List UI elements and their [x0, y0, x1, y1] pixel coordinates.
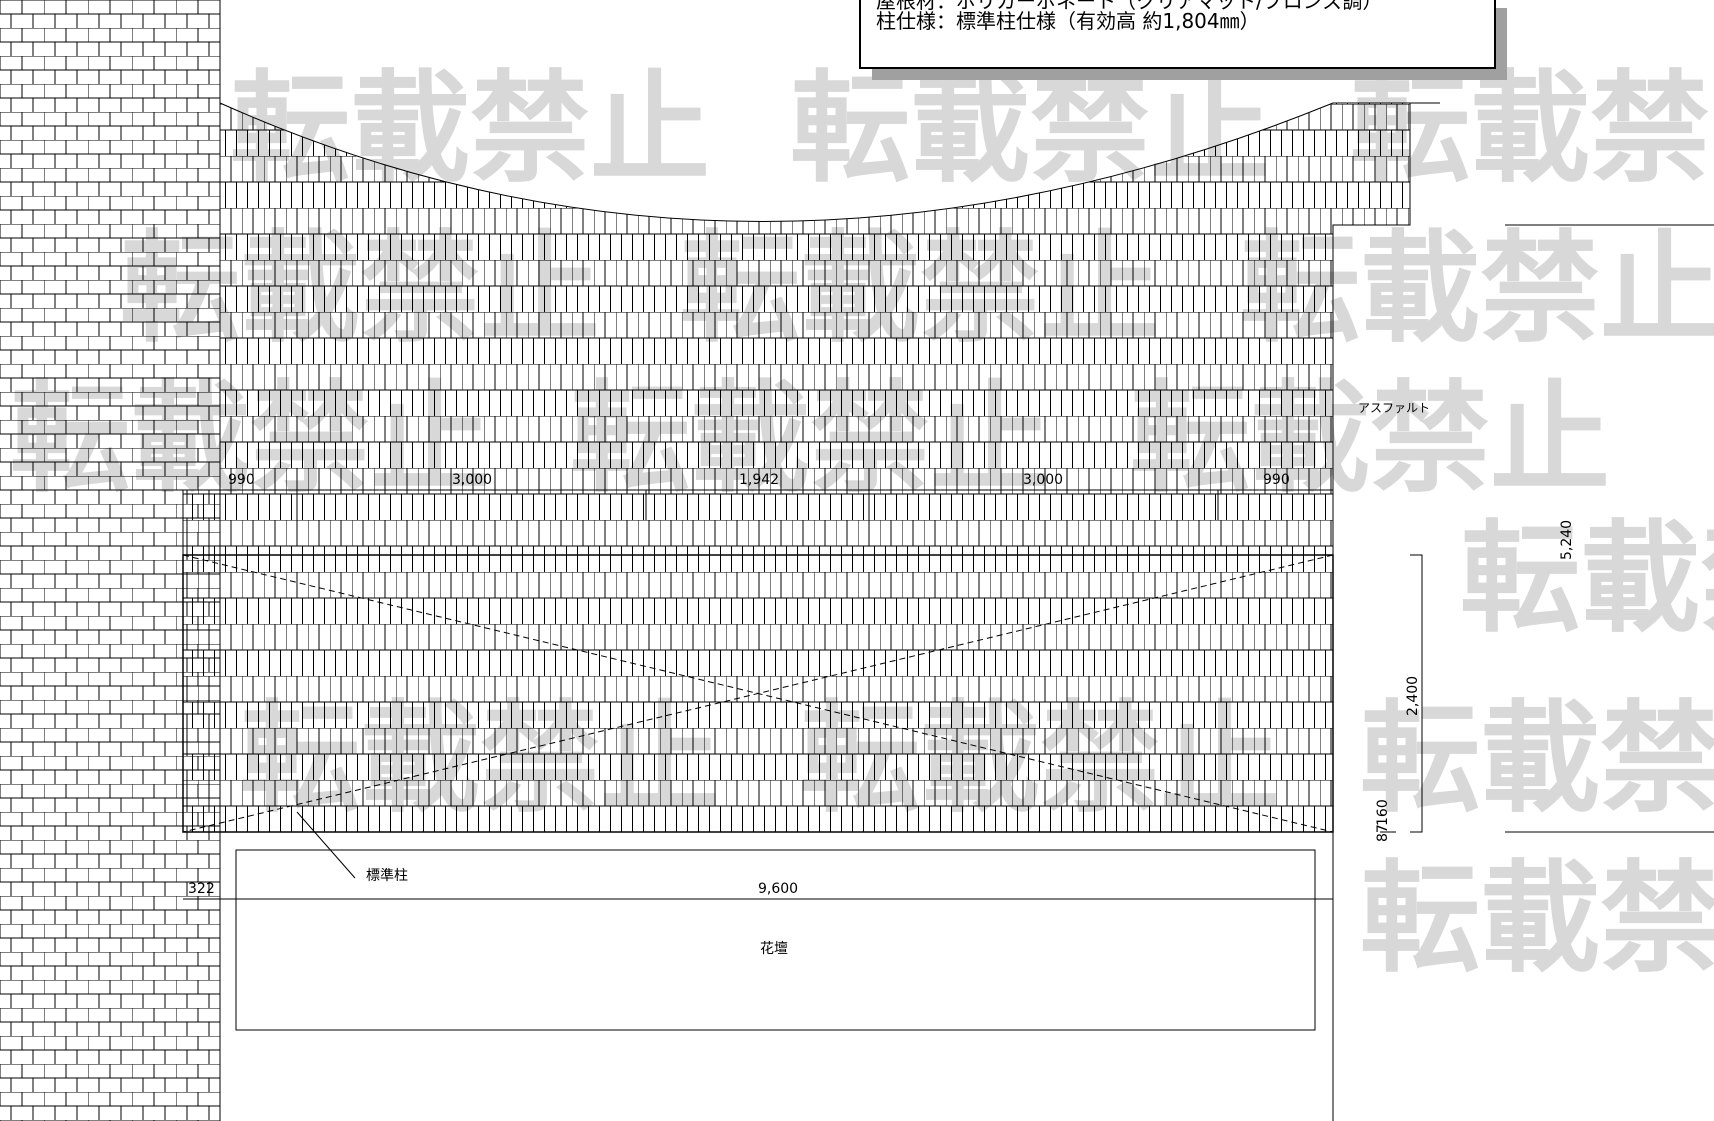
spec-box [859, 0, 1496, 69]
roof-braces [182, 554, 1334, 833]
leader [296, 811, 356, 879]
dim-line [1380, 554, 1423, 833]
post-label: 標準柱 [366, 868, 408, 884]
dim-label: 1,942 [739, 472, 779, 488]
dim-label: 990 [1263, 472, 1290, 488]
watermark: 転載禁止 [1360, 690, 1714, 829]
dim-label: 87 [1375, 824, 1391, 842]
dim-line [1505, 224, 1714, 833]
dim-label: 5,240 [1559, 520, 1575, 560]
bed-label: 花壇 [760, 940, 788, 957]
watermark: 転載禁止 [1360, 850, 1714, 989]
spec-line: 屋根材：ポリカーボネート（クリアマット/ブロンズ調） [876, 0, 1382, 13]
dim-label: 9,600 [758, 881, 798, 897]
dim-label: 322 [188, 881, 215, 897]
dim-label: 3,000 [452, 472, 492, 488]
watermark: 転載禁止 [1460, 510, 1714, 649]
dim-label: 2,400 [1405, 676, 1421, 716]
dim-label: 160 [1375, 799, 1391, 826]
watermark: 転載禁止 [1350, 60, 1714, 199]
dim-label: 3,000 [1023, 472, 1063, 488]
spec-line: 柱仕様：標準柱仕様（有効高 約1,804㎜） [876, 9, 1260, 33]
surface-label: アスファルト [1358, 401, 1430, 415]
paving-main [182, 102, 1440, 833]
dim-label: 990 [228, 472, 255, 488]
dim-ticks [296, 490, 1219, 520]
flower-bed [235, 849, 1316, 1031]
